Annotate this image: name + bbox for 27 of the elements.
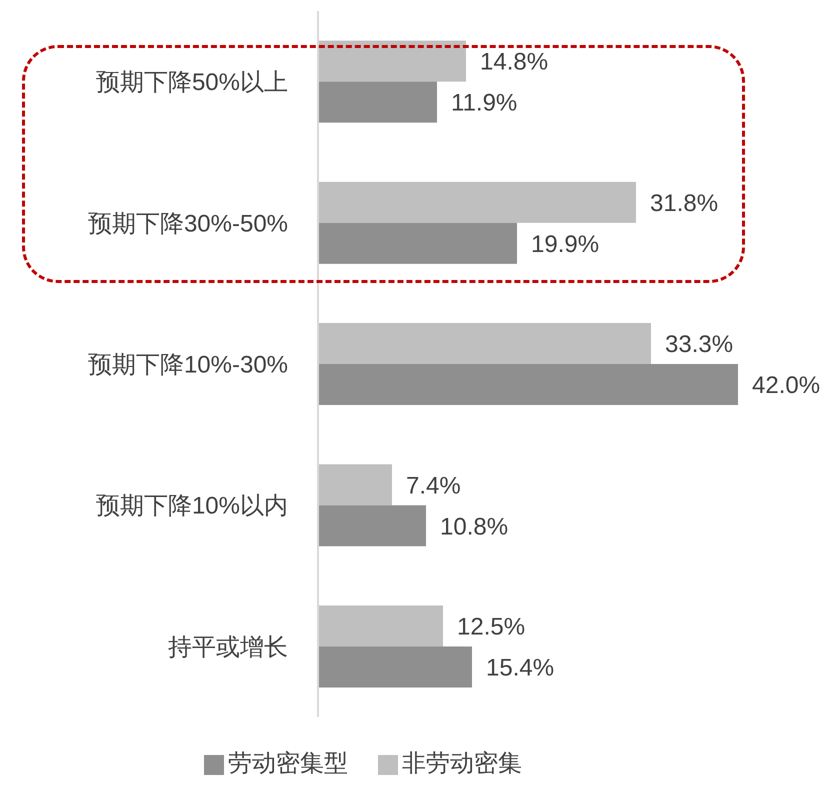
y-tick-label: 预期下降10%以内 bbox=[96, 492, 288, 520]
data-label: 31.8% bbox=[650, 190, 718, 217]
bar bbox=[318, 82, 437, 123]
y-tick-label: 持平或增长 bbox=[168, 634, 288, 661]
data-label: 10.8% bbox=[440, 513, 508, 540]
bar bbox=[318, 364, 738, 406]
data-label: 11.9% bbox=[451, 90, 518, 117]
y-tick-label: 预期下降30%-50% bbox=[88, 210, 288, 238]
y-tick-label: 预期下降10%-30% bbox=[88, 352, 288, 379]
data-label: 19.9% bbox=[531, 230, 600, 258]
data-label: 7.4% bbox=[406, 472, 461, 500]
bar bbox=[318, 323, 651, 364]
data-label: 15.4% bbox=[486, 654, 554, 682]
legend-label: 非劳动密集 bbox=[402, 750, 522, 777]
data-label: 14.8% bbox=[480, 48, 548, 76]
legend-label: 劳动密集型 bbox=[228, 750, 348, 777]
bar bbox=[318, 182, 636, 223]
data-label: 12.5% bbox=[457, 613, 526, 640]
data-label: 33.3% bbox=[665, 331, 734, 358]
y-tick-label: 预期下降50%以上 bbox=[96, 69, 288, 96]
bar bbox=[318, 605, 443, 646]
bar bbox=[318, 464, 392, 506]
data-label: 42.0% bbox=[752, 372, 820, 400]
bar bbox=[318, 40, 466, 82]
bar bbox=[318, 646, 472, 688]
bar bbox=[318, 505, 426, 546]
bar bbox=[318, 222, 517, 264]
